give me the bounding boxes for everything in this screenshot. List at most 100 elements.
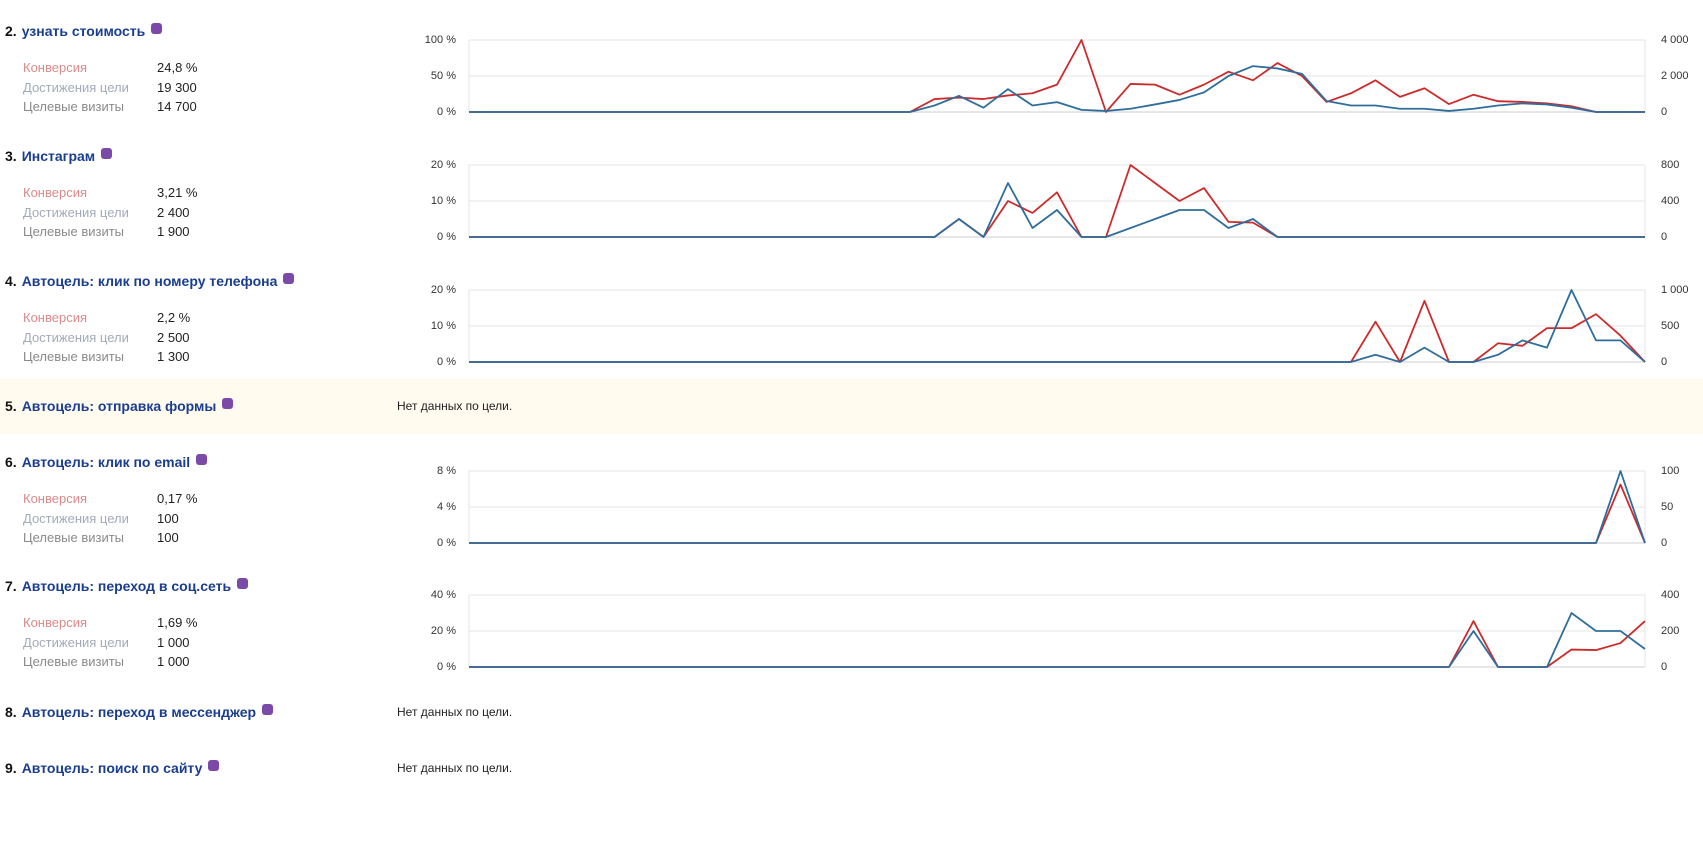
y-tick-label: 100 %	[425, 34, 456, 46]
goal-section: 3. Инстаграм Конверсия 3,21 % Достижения цел…	[0, 144, 1703, 244]
no-data-message: Нет данных по цели.	[397, 705, 513, 719]
mini-chart: 0 % 20 % 40 % 0 200 400	[431, 589, 1679, 673]
page: 2. узнать стоимость Конверсия 24,8 % Достиже…	[0, 19, 1703, 776]
goal-icon	[151, 23, 163, 34]
y-tick-label: 20 %	[431, 159, 456, 171]
stat-value: 24,8 %	[157, 60, 198, 75]
goal-title: Автоцель: отправка формы	[21, 398, 217, 414]
goal-section: 6. Автоцель: клик по email Конверсия 0,17 %…	[0, 450, 1703, 550]
stat-value: 2 400	[157, 205, 190, 220]
y2-tick-label: 0	[1661, 106, 1667, 118]
goal-title: Инстаграм	[21, 148, 96, 164]
y2-tick-label: 0	[1661, 356, 1667, 368]
goal-number: 5.	[5, 398, 17, 414]
stat-label: Достижения цели	[23, 205, 129, 220]
stat-value: 3,21 %	[157, 185, 198, 200]
series-line	[469, 299, 1646, 363]
stat-value: 1,69 %	[157, 615, 198, 630]
goal-title: Автоцель: поиск по сайту	[21, 760, 203, 776]
y-tick-label: 50 %	[431, 70, 456, 82]
y-tick-label: 10 %	[431, 320, 456, 332]
y-tick-label: 0 %	[437, 356, 456, 368]
y-tick-label: 0 %	[437, 661, 456, 673]
goal-header: 7. Автоцель: переход в соц.сеть	[5, 574, 249, 598]
goal-icon	[196, 454, 208, 465]
y2-tick-label: 1 000	[1661, 284, 1689, 296]
stat-label: Целевые визиты	[23, 99, 125, 114]
goal-title: Автоцель: клик по email	[21, 454, 191, 470]
y2-tick-label: 4 000	[1661, 34, 1689, 46]
y-tick-label: 0 %	[437, 106, 456, 118]
stat-label: Конверсия	[23, 60, 88, 75]
series-line	[469, 289, 1646, 363]
goal-icon	[283, 273, 295, 284]
y-tick-label: 8 %	[437, 465, 456, 477]
y2-tick-label: 800	[1661, 159, 1679, 171]
goal-number: 7.	[5, 578, 17, 594]
goal-number: 9.	[5, 760, 17, 776]
goal-header: 4. Автоцель: клик по номеру телефона	[5, 269, 295, 293]
goal-number: 2.	[5, 23, 17, 39]
stat-value: 19 300	[157, 80, 197, 95]
stat-value: 0,17 %	[157, 491, 198, 506]
y-tick-label: 0 %	[437, 231, 456, 243]
y2-tick-label: 200	[1661, 625, 1679, 637]
goal-header: 2. узнать стоимость	[5, 19, 163, 43]
y2-tick-label: 0	[1661, 661, 1667, 673]
y-tick-label: 4 %	[437, 501, 456, 513]
series-line	[469, 470, 1646, 544]
stat-label: Целевые визиты	[23, 349, 125, 364]
stat-value: 100	[157, 511, 179, 526]
stat-label: Конверсия	[23, 491, 88, 506]
goal-section: 8. Автоцель: переход в мессенджер Нет данн…	[0, 700, 1703, 800]
y2-tick-label: 0	[1661, 231, 1667, 243]
goal-icon	[208, 760, 220, 771]
y2-tick-label: 400	[1661, 195, 1679, 207]
series-line	[469, 483, 1646, 544]
stat-label: Целевые визиты	[23, 530, 125, 545]
stat-value: 100	[157, 530, 179, 545]
mini-chart: 0 % 4 % 8 % 0 50 100	[437, 465, 1679, 549]
stat-label: Конверсия	[23, 310, 88, 325]
goal-header: 8. Автоцель: переход в мессенджер	[5, 700, 274, 724]
y-tick-label: 40 %	[431, 589, 456, 601]
goal-icon	[101, 148, 113, 159]
y2-tick-label: 500	[1661, 320, 1679, 332]
y2-tick-label: 400	[1661, 589, 1679, 601]
stat-value: 14 700	[157, 99, 197, 114]
stat-value: 2 500	[157, 330, 190, 345]
goal-header: 6. Автоцель: клик по email	[5, 450, 208, 474]
goal-icon	[262, 704, 274, 715]
goals-report: 2. узнать стоимость Конверсия 24,8 % Достиже…	[0, 19, 1703, 776]
goal-section: 9. Автоцель: поиск по сайту Нет данных по …	[0, 756, 1703, 856]
y2-tick-label: 2 000	[1661, 70, 1689, 82]
stat-label: Достижения цели	[23, 511, 129, 526]
goal-number: 3.	[5, 148, 17, 164]
y2-tick-label: 0	[1661, 537, 1667, 549]
goal-section: 7. Автоцель: переход в соц.сеть Конверсия 1…	[0, 574, 1703, 674]
stat-label: Целевые визиты	[23, 654, 125, 669]
stat-value: 1 300	[157, 349, 190, 364]
mini-chart: 0 % 10 % 20 % 0 500 1 000	[431, 284, 1689, 368]
y-tick-label: 0 %	[437, 537, 456, 549]
goal-number: 8.	[5, 704, 17, 720]
goal-icon	[222, 398, 234, 409]
goal-header: 3. Инстаграм	[5, 144, 113, 168]
series-line	[469, 182, 1645, 238]
goal-title: узнать стоимость	[21, 23, 146, 39]
goal-number: 6.	[5, 454, 17, 470]
mini-chart: 0 % 50 % 100 % 0 2 000 4 000	[425, 34, 1689, 118]
y-tick-label: 10 %	[431, 195, 456, 207]
series-line	[469, 612, 1646, 668]
stat-label: Достижения цели	[23, 80, 129, 95]
series-line	[469, 620, 1646, 668]
stat-value: 2,2 %	[157, 310, 191, 325]
no-data-message: Нет данных по цели.	[397, 399, 513, 413]
stat-label: Достижения цели	[23, 330, 129, 345]
stat-label: Достижения цели	[23, 635, 129, 650]
goal-number: 4.	[5, 273, 17, 289]
stat-value: 1 000	[157, 654, 190, 669]
goal-title: Автоцель: переход в соц.сеть	[21, 578, 232, 594]
stat-label: Конверсия	[23, 615, 88, 630]
y-tick-label: 20 %	[431, 625, 456, 637]
